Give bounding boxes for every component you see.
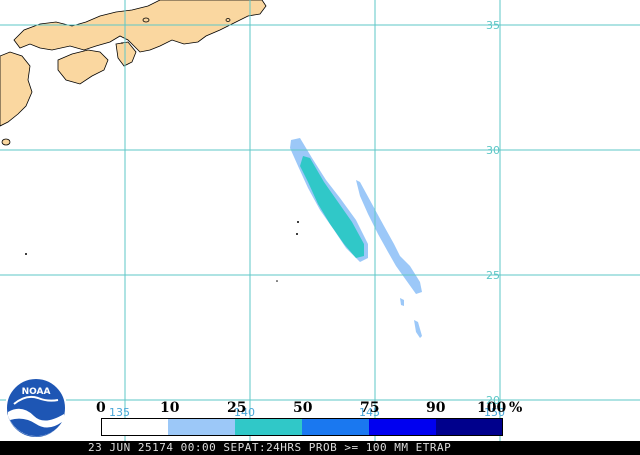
prob-25-50-main	[300, 156, 364, 258]
longitude-label-150: 150	[484, 406, 505, 419]
legend-tick-0: 0	[96, 400, 106, 416]
longitude-label-140: 140	[234, 406, 255, 419]
noaa-logo-text: NOAA	[22, 387, 51, 397]
small-islands	[25, 42, 299, 282]
noaa-logo-icon: NOAA	[5, 377, 67, 439]
legend-bin-0-10	[101, 418, 168, 436]
status-bar: 23 JUN 25174 00:00 SEPAT:24HRS PROB >= 1…	[0, 441, 640, 455]
latitude-label-25: 25	[486, 269, 500, 282]
legend-tick-90: 90	[426, 400, 446, 416]
latitude-label-35: 35	[486, 19, 500, 32]
latitude-label-30: 30	[486, 144, 500, 157]
legend-unit: %	[509, 400, 523, 416]
legend-bin-10-25	[168, 418, 235, 436]
longitude-label-145: 145	[359, 406, 380, 419]
legend-tick-75: 75	[360, 400, 380, 416]
legend-bin-25-50	[235, 418, 302, 436]
legend-tick-100: 100	[477, 400, 507, 416]
status-text: 23 JUN 25174 00:00 SEPAT:24HRS PROB >= 1…	[88, 441, 452, 454]
probability-swath	[290, 138, 422, 338]
legend-tick-10: 10	[160, 400, 180, 416]
prob-10-25-speck	[400, 298, 404, 306]
prob-10-25-eastern-band	[356, 180, 422, 294]
japan-land	[0, 0, 267, 146]
longitude-label-135: 135	[109, 406, 130, 419]
legend-tick-25: 25	[227, 400, 247, 416]
prob-10-25-tail	[414, 320, 422, 338]
legend-tick-50: 50	[293, 400, 313, 416]
legend-bin-75-90	[369, 418, 436, 436]
legend-bin-90-100	[436, 418, 503, 436]
probability-map	[0, 0, 640, 441]
legend-bin-50-75	[302, 418, 369, 436]
latitude-label-20: 20	[486, 394, 500, 407]
graticule	[0, 0, 640, 441]
